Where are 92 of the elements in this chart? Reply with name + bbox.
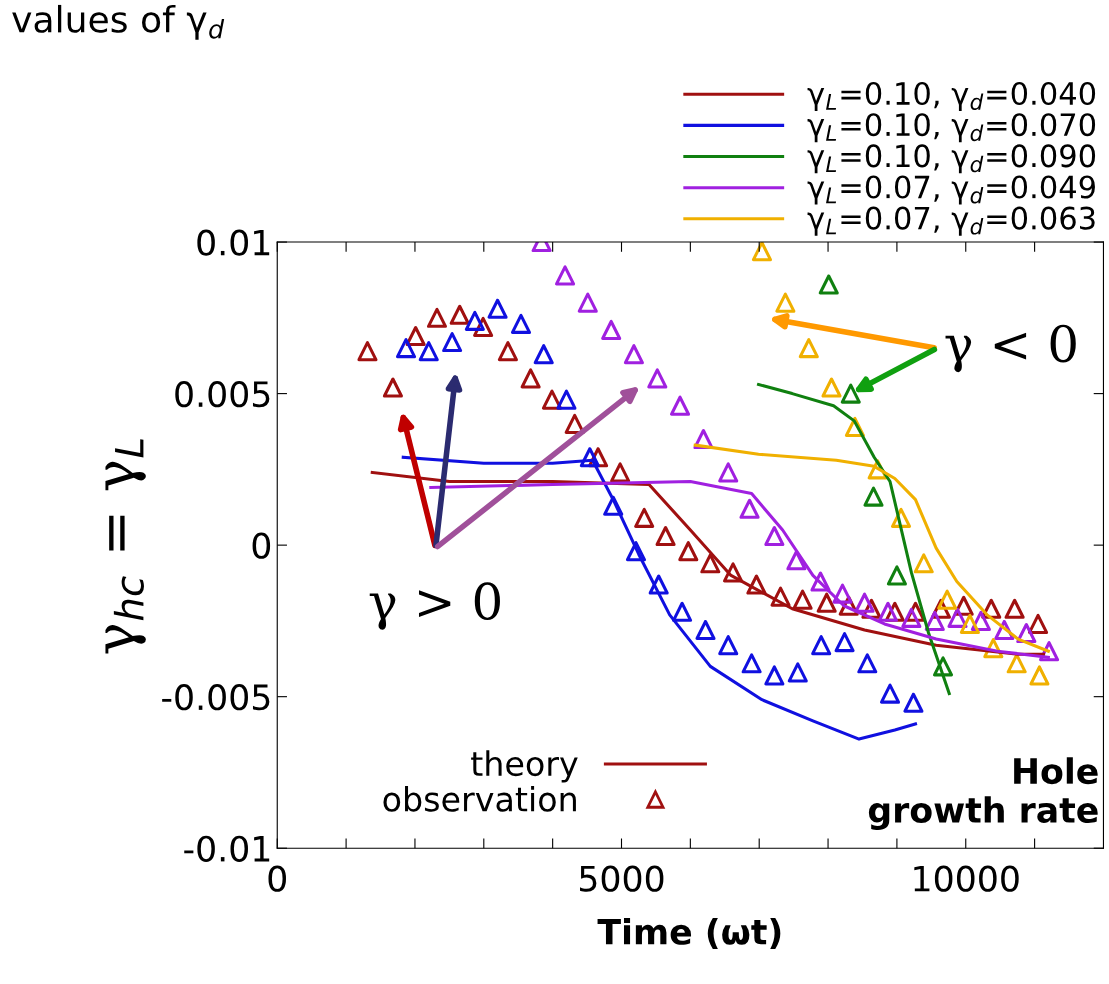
point <box>487 298 508 319</box>
point <box>792 589 813 610</box>
point <box>634 507 655 528</box>
point <box>832 583 853 604</box>
point <box>1006 653 1027 674</box>
point <box>601 319 622 340</box>
point <box>863 486 884 507</box>
point <box>857 653 878 674</box>
point <box>1039 641 1060 662</box>
point <box>533 344 554 365</box>
legend-label: γ$_{L}$=0.10, γ$_{d}$=0.040 <box>807 81 1096 111</box>
legend-label: γ$_{L}$=0.07, γ$_{d}$=0.063 <box>807 206 1095 236</box>
point <box>577 292 598 313</box>
point <box>877 601 898 622</box>
point <box>937 589 958 610</box>
point <box>913 553 934 574</box>
y-tick-label: -0.01 <box>184 835 270 862</box>
point <box>751 242 772 262</box>
point <box>723 562 744 583</box>
annotation: γ > 0 <box>369 582 500 630</box>
point <box>625 541 646 562</box>
point <box>764 665 785 686</box>
y-tick-label: 0.005 <box>175 381 270 408</box>
point <box>816 592 837 613</box>
point <box>700 553 721 574</box>
point <box>442 332 463 353</box>
point <box>901 607 922 628</box>
point <box>556 389 577 410</box>
point <box>672 601 693 622</box>
point <box>764 526 785 547</box>
point <box>798 338 819 359</box>
point <box>886 565 907 586</box>
point <box>669 395 691 416</box>
point <box>739 498 760 519</box>
point <box>775 292 796 313</box>
point <box>879 683 901 704</box>
point <box>741 653 762 674</box>
text: values of γ$_{d}$ <box>12 4 225 40</box>
point <box>520 368 541 389</box>
point <box>770 586 791 607</box>
point <box>449 304 470 325</box>
point <box>834 632 855 653</box>
point <box>610 462 631 483</box>
point <box>1004 598 1025 619</box>
point <box>1028 613 1049 634</box>
point <box>746 574 767 595</box>
point <box>786 550 807 571</box>
point <box>510 313 532 334</box>
x-axis-title: Time (ωt) <box>597 917 781 949</box>
x-tick-label: 5000 <box>580 865 664 892</box>
point <box>647 368 668 389</box>
point <box>811 635 832 656</box>
point <box>695 619 716 641</box>
legend-label: γ$_{L}$=0.10, γ$_{d}$=0.070 <box>807 113 1096 143</box>
annotation: observation <box>383 785 576 812</box>
legend-label: γ$_{L}$=0.07, γ$_{d}$=0.049 <box>807 175 1095 205</box>
point <box>623 344 644 365</box>
annotation: Hole growth rate <box>868 757 1098 831</box>
point <box>903 692 924 713</box>
annotation: γ < 0 <box>945 324 1076 373</box>
point <box>718 462 739 483</box>
point <box>840 383 861 404</box>
point <box>426 307 448 328</box>
point <box>854 592 875 613</box>
point <box>464 310 485 331</box>
point <box>579 447 600 468</box>
point <box>648 574 669 595</box>
legend-label: γ$_{L}$=0.10, γ$_{d}$=0.090 <box>807 144 1096 174</box>
point <box>382 377 403 398</box>
y-tick-label: 0.01 <box>197 229 270 256</box>
point <box>821 377 842 398</box>
point <box>418 341 439 362</box>
point <box>655 526 676 547</box>
y-axis-title: γ$_{hc}$ = γ$_{L}$ <box>105 439 146 654</box>
point <box>395 338 417 359</box>
point <box>787 662 808 683</box>
point <box>810 571 831 592</box>
point <box>959 613 980 634</box>
point <box>678 541 699 562</box>
y-tick-label: -0.005 <box>162 684 270 711</box>
point <box>357 341 378 362</box>
point <box>818 274 839 295</box>
annotation: theory <box>471 750 578 783</box>
point <box>555 265 576 286</box>
point <box>933 656 954 677</box>
point <box>718 635 739 656</box>
point <box>1029 665 1050 686</box>
point <box>497 341 518 362</box>
x-tick-label: 10000 <box>914 865 1019 892</box>
y-tick-label: 0 <box>252 532 271 559</box>
point <box>603 495 624 516</box>
line-series <box>756 382 951 696</box>
